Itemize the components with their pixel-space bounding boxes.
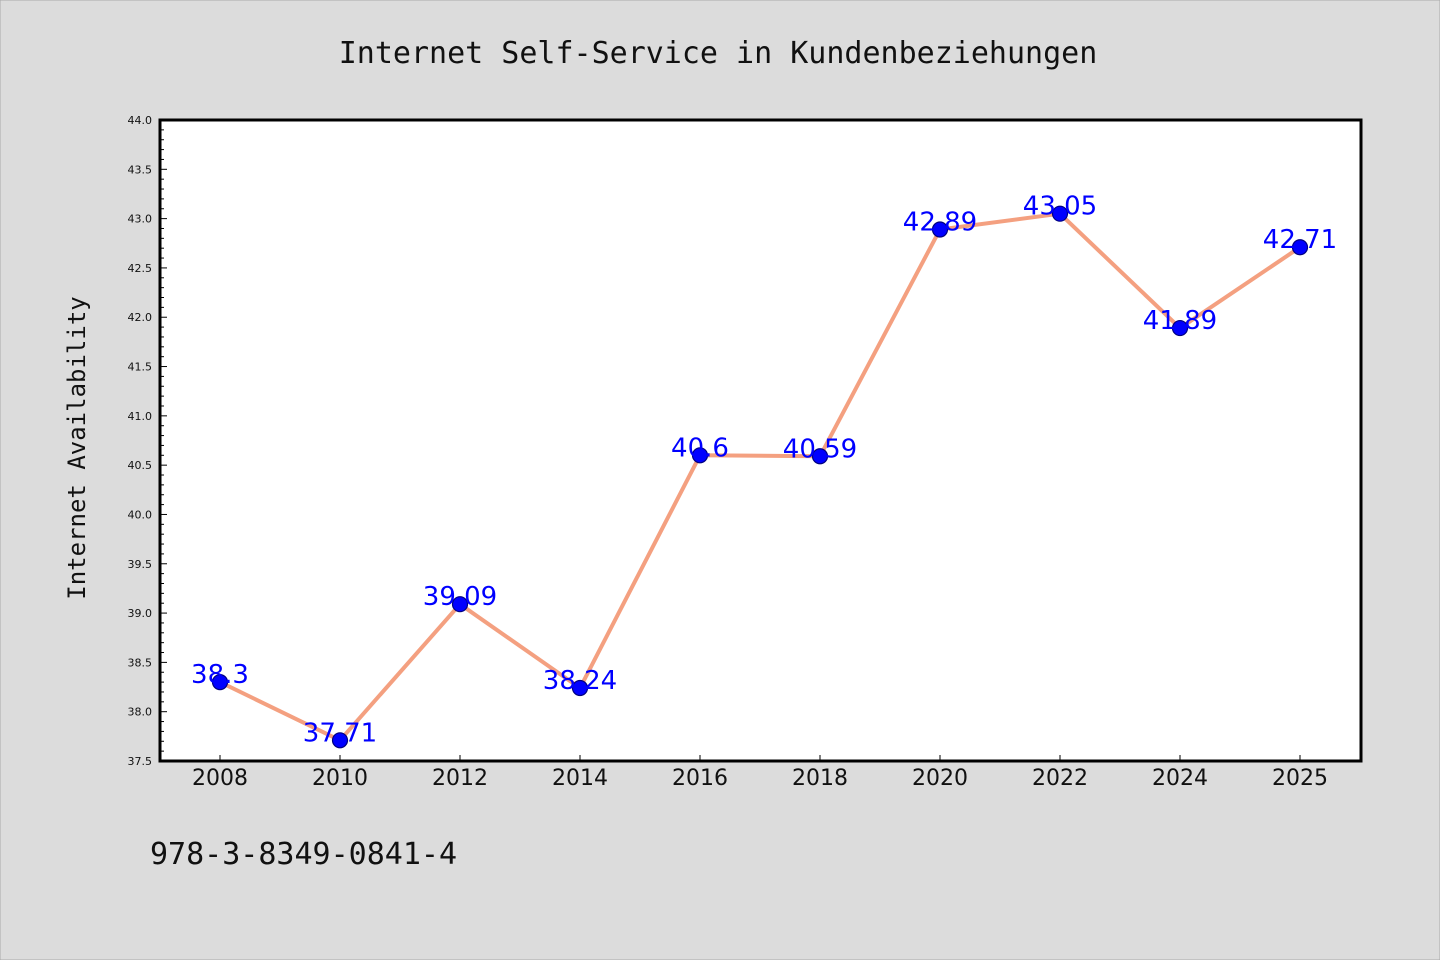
data-point — [931, 221, 949, 238]
data-point — [1051, 205, 1069, 222]
data-point — [1171, 319, 1189, 337]
data-point — [331, 732, 349, 749]
data-label: 39.09 — [423, 582, 497, 612]
y-tick-label: 42.5 — [128, 262, 153, 275]
y-tick-label: 39.5 — [128, 558, 153, 571]
y-tick-label: 43.0 — [128, 213, 153, 226]
footer-isbn: 978-3-8349-0841-4 — [150, 837, 457, 872]
x-tick-label: 2024 — [1152, 766, 1208, 791]
x-tick-label: 2022 — [1032, 766, 1088, 791]
y-tick-label: 38.5 — [128, 656, 153, 669]
data-point — [1291, 239, 1309, 256]
x-tick-label: 2010 — [312, 766, 368, 791]
y-tick-label: 39.0 — [128, 607, 153, 620]
data-label: 42.71 — [1263, 225, 1337, 255]
data-markers — [211, 205, 1309, 749]
x-tick-label: 2016 — [672, 766, 728, 791]
plot-area — [158, 118, 1363, 763]
x-tick-label: 2025 — [1272, 766, 1328, 791]
x-tick-label: 2014 — [552, 766, 608, 791]
data-point — [691, 447, 709, 464]
data-label: 38.3 — [191, 660, 249, 690]
data-label: 43.05 — [1023, 192, 1097, 222]
data-label: 41.89 — [1143, 306, 1217, 336]
x-axis: 2008 2010 2012 2014 2016 2018 2020 2022 2024 2025 — [192, 755, 1328, 791]
y-tick-label: 43.5 — [128, 163, 153, 176]
data-label: 38.24 — [543, 666, 617, 696]
data-label: 42.89 — [903, 207, 977, 237]
x-tick-label: 2008 — [192, 766, 248, 791]
y-tick-label: 41.0 — [128, 410, 153, 423]
x-tick-label: 2020 — [912, 766, 968, 791]
chart-title: Internet Self-Service in Kundenbeziehung… — [339, 36, 1098, 71]
data-point — [211, 674, 229, 691]
y-tick-label: 40.0 — [128, 508, 153, 521]
x-tick-label: 2018 — [792, 766, 848, 791]
data-label: 40.6 — [671, 433, 729, 463]
x-tick-label: 2012 — [432, 766, 488, 791]
y-tick-label: 37.5 — [128, 755, 153, 768]
y-tick-label: 41.5 — [128, 361, 153, 374]
y-axis: 37.5 38.0 38.5 39.0 39.5 40.0 40.5 41.0 41.5 42.0… — [128, 114, 167, 768]
data-label: 37.71 — [303, 718, 377, 748]
series-line — [219, 211, 1302, 743]
data-point — [811, 448, 829, 465]
y-tick-label: 40.5 — [128, 459, 153, 472]
data-labels: 38.3 37.71 39.09 38.24 40.6 40.59 42.89 43.05 41… — [191, 192, 1337, 749]
y-axis-label: Internet Availability — [63, 296, 91, 599]
y-tick-label: 42.0 — [128, 311, 153, 324]
y-tick-label: 44.0 — [128, 114, 153, 127]
data-label: 40.59 — [783, 434, 857, 464]
y-tick-label: 38.0 — [128, 706, 153, 719]
data-point — [571, 679, 589, 697]
data-point — [451, 596, 469, 613]
